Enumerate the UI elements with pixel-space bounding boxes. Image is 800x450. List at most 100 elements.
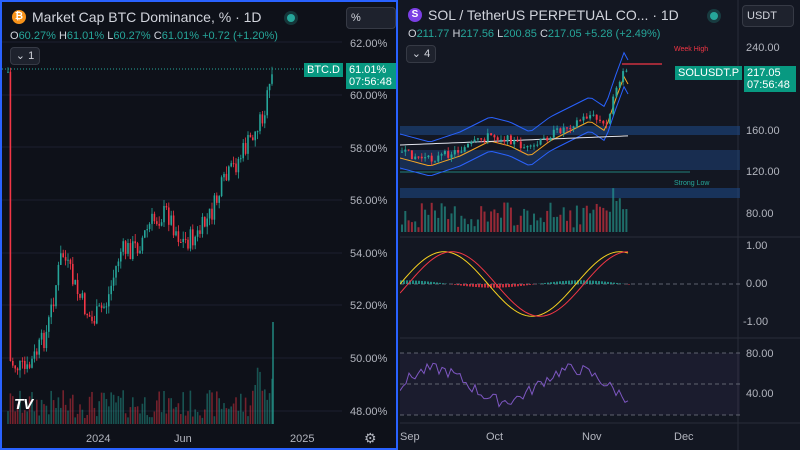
price-axis-label: 54.00% xyxy=(350,248,388,260)
candle xyxy=(622,71,625,82)
price-axis-label: 52.00% xyxy=(350,300,388,312)
candle xyxy=(559,128,562,134)
volume-bar xyxy=(124,413,127,424)
candle xyxy=(206,218,208,227)
volume-bar xyxy=(533,213,535,232)
volume-bar xyxy=(208,390,211,424)
last-price-tag: 217.05 07:56:48 xyxy=(744,66,796,92)
volume-bar xyxy=(562,207,565,232)
time-axis-label: 2024 xyxy=(86,433,111,445)
volume-bar xyxy=(249,405,252,424)
candle xyxy=(26,364,28,369)
candle xyxy=(473,139,476,142)
percent-scale-button[interactable]: % xyxy=(346,7,396,29)
volume-bar xyxy=(38,415,40,424)
candle xyxy=(79,294,81,298)
candle xyxy=(542,137,545,140)
candle xyxy=(266,90,268,116)
volume-bar xyxy=(443,206,446,232)
volume-bar xyxy=(404,210,407,232)
volume-bar xyxy=(463,218,466,232)
settings-icon[interactable]: ⚙ xyxy=(364,430,377,446)
indicator-collapse-button[interactable]: ⌄ 1 xyxy=(10,47,40,65)
volume-bar xyxy=(16,404,19,424)
candle xyxy=(533,145,535,147)
indicator-collapse-button[interactable]: ⌄ 4 xyxy=(406,45,436,63)
candle xyxy=(40,332,43,340)
volume-bar xyxy=(204,409,206,424)
volume-bar xyxy=(50,390,52,424)
candle xyxy=(103,306,105,308)
volume-bar xyxy=(410,222,413,232)
candle xyxy=(127,243,129,254)
volume-bar xyxy=(136,406,139,424)
candle xyxy=(566,127,568,129)
histogram-bar xyxy=(589,280,591,284)
candle xyxy=(434,161,436,163)
time-axis-label: Dec xyxy=(674,431,694,443)
volume-bar xyxy=(589,213,592,232)
volume-bar xyxy=(434,210,436,232)
zone xyxy=(400,188,740,198)
candle xyxy=(562,127,565,134)
volume-bar xyxy=(615,201,618,232)
histogram-bar xyxy=(463,284,465,286)
btc-dominance-plot[interactable] xyxy=(2,2,398,450)
candle xyxy=(259,114,261,132)
volume-bar xyxy=(486,221,489,232)
candle xyxy=(490,133,493,136)
sol-plot[interactable] xyxy=(400,0,800,450)
volume-bar xyxy=(12,396,14,424)
volume-bar xyxy=(513,225,516,232)
candle xyxy=(404,149,407,152)
volume-bar xyxy=(500,217,502,232)
histogram-bar xyxy=(556,281,558,284)
candle xyxy=(172,215,175,236)
volume-bar xyxy=(242,411,244,424)
candle xyxy=(151,213,153,224)
volume-bar xyxy=(473,226,476,232)
volume-bar xyxy=(67,410,69,424)
sol-usdt-chart-pane[interactable]: S SOL / TetherUS PERPETUAL CO... · 1D US… xyxy=(400,0,800,450)
candle xyxy=(199,230,201,234)
candle xyxy=(486,133,489,142)
candle xyxy=(264,115,266,124)
histogram-bar xyxy=(418,280,420,284)
candle xyxy=(575,120,578,127)
volume-bar xyxy=(115,402,117,424)
candle xyxy=(460,151,463,153)
candle xyxy=(457,150,460,153)
histogram-bar xyxy=(454,284,456,285)
volume-bar xyxy=(74,417,76,424)
histogram-bar xyxy=(424,281,426,284)
volume-bar xyxy=(28,396,31,424)
candle xyxy=(519,141,522,149)
candle xyxy=(57,264,60,286)
candle xyxy=(14,365,16,369)
last-price-tag: 61.01% 07:56:48 xyxy=(346,63,396,89)
volume-bar xyxy=(424,209,427,232)
volume-bar xyxy=(69,398,72,424)
histogram-bar xyxy=(529,284,531,285)
candle xyxy=(401,151,403,153)
btc-dominance-chart-pane[interactable]: ₿ Market Cap BTC Dominance, % · 1D % O60… xyxy=(0,0,398,450)
volume-bar xyxy=(414,221,417,232)
volume-bar xyxy=(427,214,430,232)
volume-bar xyxy=(110,392,112,424)
volume-bar xyxy=(602,207,605,232)
candle xyxy=(244,143,247,154)
candle xyxy=(108,294,110,307)
volume-bar xyxy=(509,207,512,232)
volume-bar xyxy=(539,217,542,232)
candle xyxy=(463,147,466,152)
volume-bar xyxy=(585,205,588,232)
candle xyxy=(450,154,453,158)
candle xyxy=(496,137,499,140)
volume-bar xyxy=(493,209,496,232)
candle xyxy=(148,223,151,230)
currency-button[interactable]: USDT xyxy=(742,5,794,27)
candle xyxy=(427,155,430,158)
candle xyxy=(196,230,199,237)
candle xyxy=(184,238,187,240)
volume-bar xyxy=(506,202,509,232)
